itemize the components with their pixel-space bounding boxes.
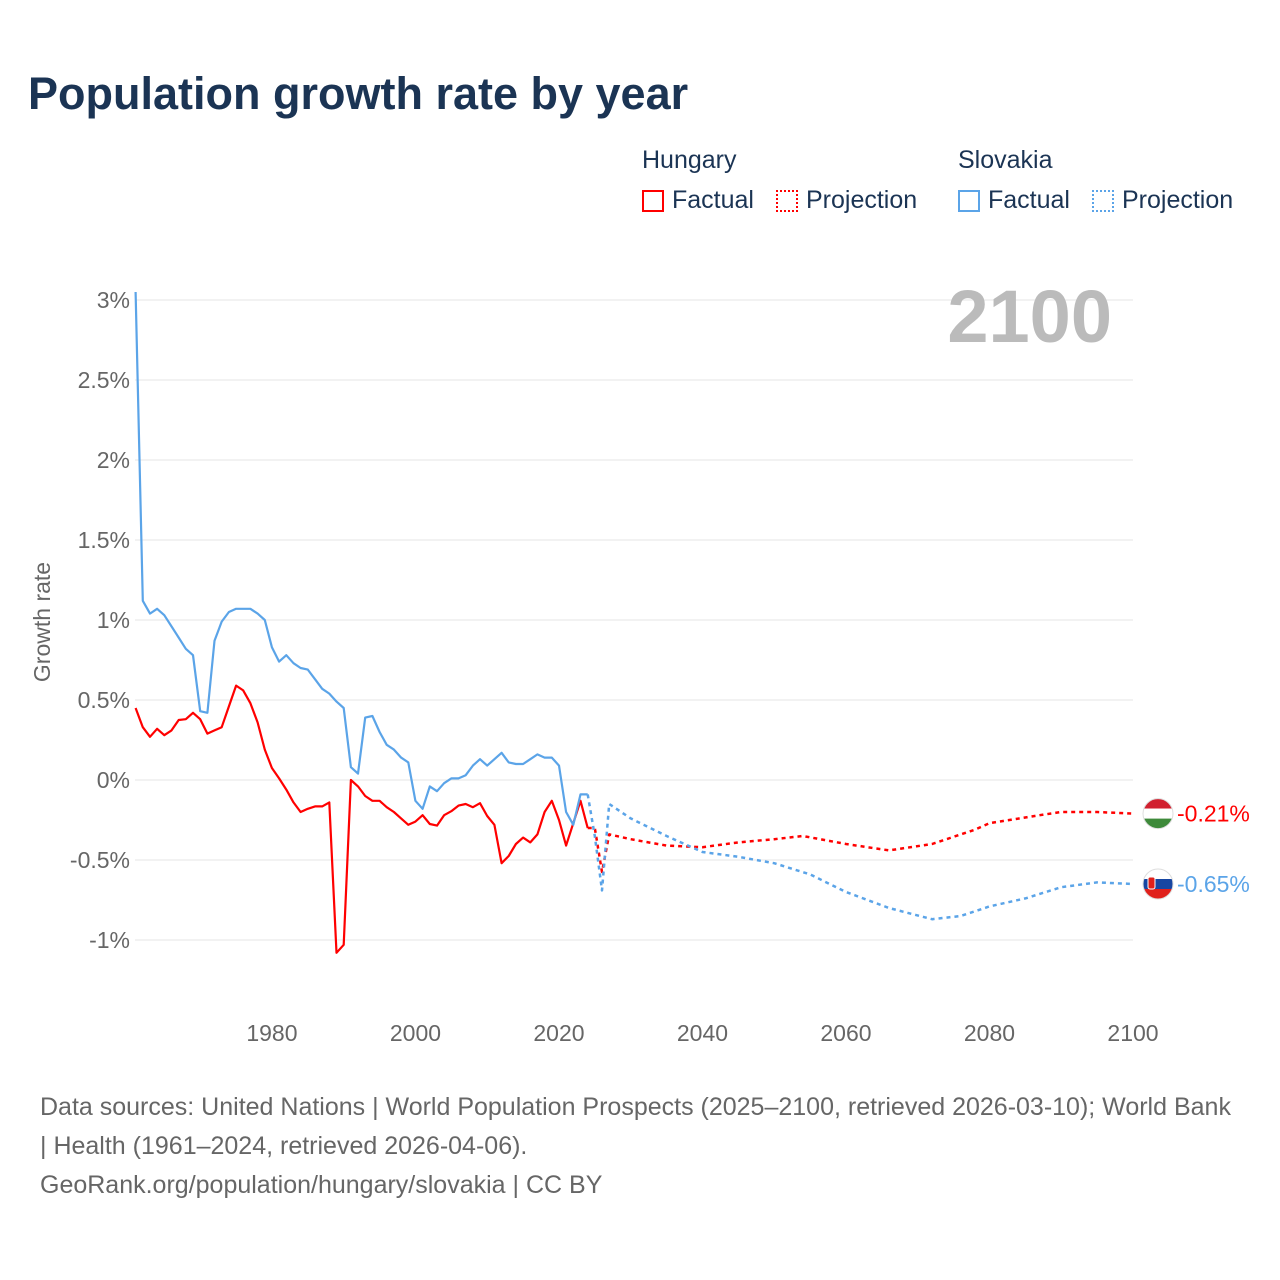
y-tick-label: -0.5%: [70, 847, 130, 873]
slovakia-dotted-line: [586, 794, 1134, 921]
slovakia-flag-icon: [1142, 868, 1174, 900]
legend-hungary-projection[interactable]: Projection: [776, 186, 917, 215]
y-tick-label: 3%: [97, 287, 130, 313]
x-tick-label: 2020: [533, 1020, 584, 1046]
x-tick-label: 2080: [964, 1020, 1015, 1046]
y-tick-label: 0.5%: [78, 687, 130, 713]
x-tick-label: 2100: [1107, 1020, 1158, 1046]
legend-swatch-dotted-icon: [776, 189, 798, 212]
legend-swatch-dotted-icon: [1092, 189, 1114, 212]
legend-hungary-factual[interactable]: Factual: [642, 186, 754, 215]
x-tick-label: 1980: [246, 1020, 297, 1046]
chart-title: Population growth rate by year: [28, 68, 689, 119]
legend-slovakia-heading: Slovakia: [958, 146, 1053, 174]
y-tick-label: -1%: [89, 927, 130, 953]
legend-slovakia-projection[interactable]: Projection: [1092, 186, 1233, 215]
legend-swatch-solid-icon: [642, 189, 664, 212]
year-watermark: 2100: [947, 275, 1112, 358]
y-tick-label: 0%: [97, 767, 130, 793]
legend-label: Projection: [806, 186, 918, 214]
source-text: Data sources: United Nations | World Pop…: [40, 1093, 1231, 1160]
source-link[interactable]: GeoRank.org/population/hungary/slovakia …: [40, 1171, 603, 1199]
legend-slovakia-factual[interactable]: Factual: [958, 186, 1070, 215]
slovakia-solid-line: [134, 291, 588, 826]
y-tick-label: 2%: [97, 447, 130, 473]
x-tick-label: 2040: [677, 1020, 728, 1046]
slovakia-end-label: -0.65%: [1177, 871, 1250, 897]
y-tick-label: 1%: [97, 607, 130, 633]
hungary-dotted-line: [587, 810, 1134, 874]
y-tick-label: 1.5%: [78, 527, 130, 553]
legend-label: Factual: [988, 186, 1070, 214]
source-note: Data sources: United Nations | World Pop…: [40, 1088, 1240, 1205]
x-tick-label: 2000: [390, 1020, 441, 1046]
legend-label: Projection: [1122, 186, 1234, 214]
hungary-end-label: -0.21%: [1177, 801, 1250, 827]
legend-label: Factual: [672, 186, 754, 214]
legend-swatch-solid-icon: [958, 189, 980, 212]
plot-area: 3% 2.5% 2% 1.5% 1% 0.5% 0% -0.5% -1% 1980 2000 2020…: [29, 275, 1250, 1046]
x-tick-label: 2060: [820, 1020, 871, 1046]
hungary-solid-line: [134, 684, 589, 954]
hungary-flag-icon: [1142, 798, 1174, 830]
y-tick-label: 2.5%: [78, 367, 130, 393]
y-axis-label: Growth rate: [29, 562, 55, 682]
legend-hungary-heading: Hungary: [642, 146, 737, 174]
